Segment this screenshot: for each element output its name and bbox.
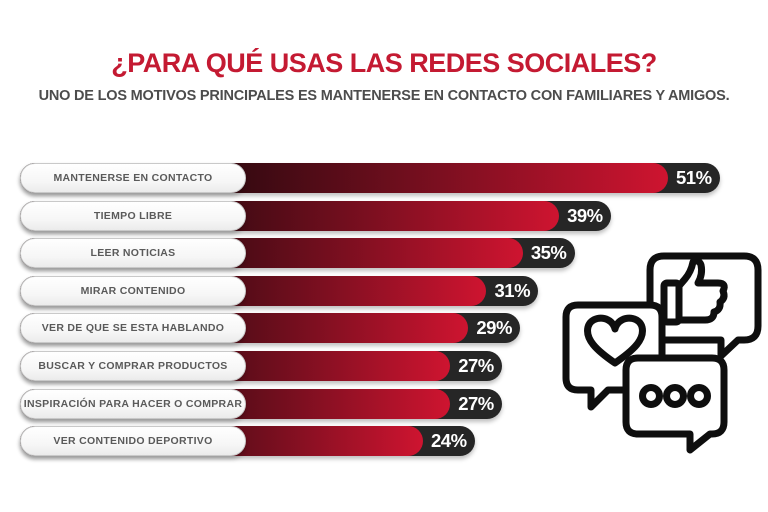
bar-value-label: 35% (530, 242, 567, 264)
dot-icon (639, 384, 663, 408)
bar-category-pill: VER DE QUE SE ESTA HABLANDO (20, 313, 246, 344)
bar-category-label: BUSCAR Y COMPRAR PRODUCTOS (38, 360, 228, 372)
bar-category-pill: MANTENERSE EN CONTACTO (20, 163, 246, 193)
bar-category-label: VER CONTENIDO DEPORTIVO (53, 435, 213, 448)
bar-value-label: 27% (458, 355, 494, 376)
dot-icon (663, 384, 687, 408)
bar-row: 39% TIEMPO LIBRE (20, 200, 611, 231)
bar-category-label: TIEMPO LIBRE (93, 209, 173, 222)
bar-category-pill: MIRAR CONTENIDO (20, 275, 246, 306)
bar-value-label: 31% (494, 279, 531, 301)
bar-category-pill: LEER NOTICIAS (20, 238, 246, 269)
bar-category-pill: TIEMPO LIBRE (20, 200, 246, 231)
bar-value-label: 39% (567, 204, 603, 226)
bar-category-label: INSPIRACIÓN PARA HACER O COMPRAR (23, 397, 243, 410)
bar-category-pill: BUSCAR Y COMPRAR PRODUCTOS (20, 351, 246, 381)
bar-row: 29% VER DE QUE SE ESTA HABLANDO (20, 313, 521, 344)
bar-category-pill: INSPIRACIÓN PARA HACER O COMPRAR (20, 388, 246, 419)
bar-value-label: 51% (676, 167, 712, 188)
bar-value-label: 27% (458, 392, 494, 414)
bar-row: 35% LEER NOTICIAS (20, 238, 575, 269)
bar-value-label: 29% (476, 317, 512, 339)
dot-icon (687, 384, 711, 408)
page-subtitle: UNO DE LOS MOTIVOS PRINCIPALES ES MANTEN… (38, 88, 730, 104)
bar-category-label: MIRAR CONTENIDO (80, 284, 186, 297)
bar-category-pill: VER CONTENIDO DEPORTIVO (20, 426, 246, 457)
thumbs-up-icon (660, 257, 728, 326)
bar-category-label: MANTENERSE EN CONTACTO (53, 172, 213, 184)
thumbs-up-chat-bubble-icon (646, 252, 762, 360)
bar-value-label: 24% (431, 430, 467, 452)
bar-row: 27% BUSCAR Y COMPRAR PRODUCTOS (20, 351, 502, 381)
bar-chart: 51% MANTENERSE EN CONTACTO 39% TIEMPO LIBRE… (20, 0, 768, 512)
social-chat-bubbles-icon (562, 252, 762, 454)
bar-row: 24% VER CONTENIDO DEPORTIVO (20, 426, 475, 457)
bar-row: 27% INSPIRACIÓN PARA HACER O COMPRAR (20, 388, 502, 419)
heart-icon (584, 314, 646, 367)
page-title: ¿PARA QUÉ USAS LAS REDES SOCIALES? (111, 48, 657, 78)
bar-row: 31% MIRAR CONTENIDO (20, 275, 539, 306)
bar-category-label: LEER NOTICIAS (90, 247, 176, 260)
bar-category-label: VER DE QUE SE ESTA HABLANDO (41, 322, 225, 335)
ellipsis-chat-bubble-icon (622, 354, 728, 454)
bar-row: 51% MANTENERSE EN CONTACTO (20, 163, 720, 193)
